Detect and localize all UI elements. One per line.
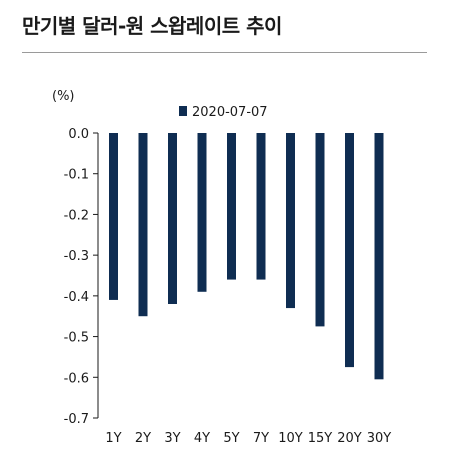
y-axis-unit-label: (%)	[52, 89, 75, 104]
bar-30Y	[374, 133, 384, 380]
x-tick-label: 30Y	[367, 431, 392, 446]
bar-3Y	[168, 133, 177, 304]
x-tick-label: 1Y	[105, 431, 121, 446]
x-tick-label: 3Y	[164, 431, 180, 446]
x-tick-label: 10Y	[278, 431, 303, 446]
legend-label: 2020-07-07	[192, 105, 268, 120]
bars	[109, 133, 384, 380]
y-tick-label: -0.1	[64, 168, 89, 183]
bar-15Y	[315, 133, 325, 327]
y-tick-label: -0.5	[64, 331, 89, 346]
bar-2Y	[138, 133, 148, 317]
x-axis-labels: 1Y 2Y 3Y 4Y 5Y 7Y 10Y 15Y 20Y 30Y	[105, 431, 391, 446]
y-tick-label: -0.2	[64, 208, 89, 223]
x-tick-label: 20Y	[337, 431, 362, 446]
bar-20Y	[345, 133, 354, 368]
bar-10Y	[286, 133, 295, 309]
bar-7Y	[256, 133, 266, 280]
x-tick-label: 2Y	[135, 431, 151, 446]
bar-1Y	[109, 133, 118, 300]
title-divider	[22, 52, 427, 53]
y-axis-ticks: 0.0 -0.1 -0.2 -0.3 -0.4 -0.5 -0.6 -0.7	[64, 127, 98, 427]
y-tick-label: -0.6	[64, 371, 89, 386]
x-tick-label: 4Y	[194, 431, 210, 446]
y-tick-label: 0.0	[68, 127, 89, 142]
x-tick-label: 5Y	[223, 431, 239, 446]
y-tick-label: -0.4	[64, 290, 89, 305]
chart-title: 만기별 달러-원 스왑레이트 추이	[22, 14, 282, 38]
x-tick-label: 7Y	[253, 431, 269, 446]
x-tick-label: 15Y	[308, 431, 333, 446]
bar-5Y	[227, 133, 236, 280]
bar-4Y	[197, 133, 207, 292]
y-tick-label: -0.3	[64, 249, 89, 264]
legend-swatch	[179, 106, 187, 116]
y-tick-label: -0.7	[64, 412, 89, 427]
